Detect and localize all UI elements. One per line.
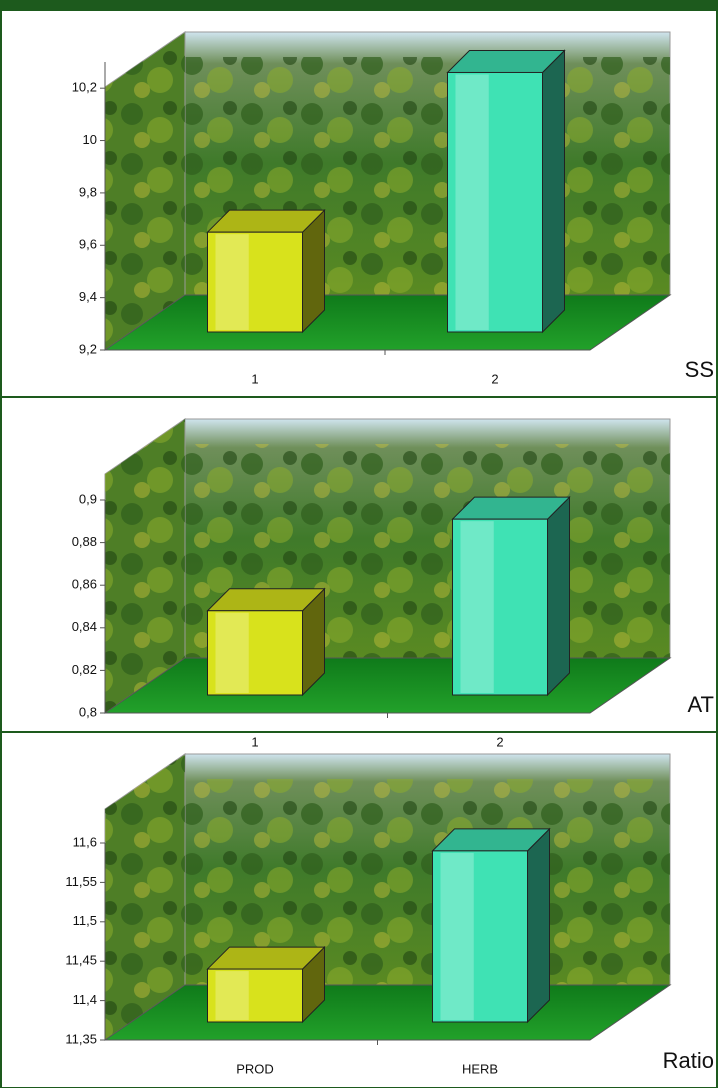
floor [105, 658, 670, 713]
y-tick-label: 11,4 [73, 992, 97, 1007]
bar-highlight [441, 853, 474, 1020]
y-tick-label: 11,5 [73, 913, 97, 928]
y-tick-label: 9,6 [79, 237, 97, 252]
x-tick-label: 2 [491, 371, 498, 386]
x-tick-label: PROD [236, 1061, 274, 1076]
bar-highlight [216, 234, 249, 330]
y-tick-label: 0,88 [72, 534, 97, 549]
page: 9,2 9,4 9,6 9,8 10 10,2 1 2 SS 0,8 0,82 0,84 0,86 0,8… [0, 0, 718, 1088]
y-tick-label: 0,82 [72, 662, 97, 677]
chart-label: AT [688, 692, 714, 717]
y-tick-label: 0,84 [72, 619, 97, 634]
chart-label: SS [685, 357, 714, 382]
floor [105, 295, 670, 350]
y-tick-label: 10 [83, 132, 97, 147]
y-tick-label: 0,86 [72, 577, 97, 592]
top-bar [0, 0, 718, 10]
bar-side [528, 829, 550, 1022]
bar-side [543, 50, 565, 332]
y-tick-label: 11,55 [65, 874, 97, 889]
bar-highlight [456, 74, 489, 330]
x-tick-label: HERB [462, 1061, 498, 1076]
y-tick-label: 9,8 [79, 184, 97, 199]
x-tick-label: 1 [251, 371, 258, 386]
bar-highlight [461, 521, 494, 693]
y-tick-label: 0,8 [79, 704, 97, 719]
y-tick-label: 9,2 [79, 341, 97, 356]
side-wall-texture [105, 32, 185, 350]
bar-highlight [216, 971, 249, 1020]
y-tick-label: 11,35 [65, 1031, 97, 1046]
y-tick-label: 11,6 [73, 834, 97, 849]
y-tick-label: 9,4 [79, 289, 97, 304]
floor [105, 985, 670, 1040]
bar-highlight [216, 613, 249, 693]
y-tick-label: 0,9 [79, 491, 97, 506]
y-tick-label: 10,2 [72, 80, 97, 95]
bar-side [548, 497, 570, 695]
chart-label: Ratio [663, 1048, 714, 1073]
x-tick-label: 2 [496, 734, 503, 749]
x-tick-label: 1 [251, 734, 258, 749]
y-tick-label: 11,45 [65, 953, 97, 968]
charts: 9,2 9,4 9,6 9,8 10 10,2 1 2 SS 0,8 0,82 0,84 0,86 0,8… [1, 10, 717, 1088]
